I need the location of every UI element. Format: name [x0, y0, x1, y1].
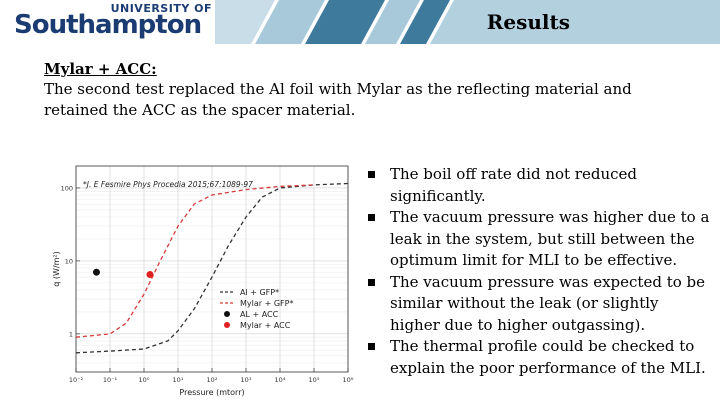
x-tick-label: 10²	[207, 376, 218, 384]
x-axis-label: Pressure (mtorr)	[179, 388, 244, 397]
legend-marker-3	[224, 322, 230, 328]
bullet-item: The vacuum pressure was higher due to a …	[368, 207, 713, 272]
banner-stripe-1	[215, 0, 275, 44]
bullet-square-icon	[368, 343, 375, 350]
header-banner	[215, 0, 720, 44]
legend-label: AL + ACC	[240, 310, 279, 319]
series-line-0	[75, 182, 349, 354]
bullet-text: The vacuum pressure was expected to be s…	[390, 272, 706, 334]
bullet-item: The vacuum pressure was expected to be s…	[368, 272, 713, 337]
bullet-list: The boil off rate did not reduced signif…	[368, 164, 713, 379]
banner-stripe-4	[365, 0, 420, 44]
x-tick-label: 10¹	[173, 376, 184, 384]
x-tick-label: 10⁻¹	[103, 376, 118, 384]
x-tick-label: 10⁰	[139, 376, 150, 384]
bullet-text: The vacuum pressure was higher due to a …	[390, 208, 710, 269]
x-tick-label: 10⁵	[309, 376, 320, 384]
university-logo: UNIVERSITY OF Southampton	[14, 2, 214, 42]
slide-title: Results	[486, 10, 570, 34]
bullet-item: The thermal profile could be checked to …	[368, 336, 713, 379]
legend-label: Al + GFP*	[240, 288, 279, 297]
legend-marker-2	[224, 311, 230, 317]
y-tick-label: 1	[69, 330, 73, 338]
logo-top-text: UNIVERSITY OF	[110, 2, 212, 15]
banner-main	[430, 0, 720, 44]
bullet-text: The boil off rate did not reduced signif…	[390, 165, 637, 205]
x-tick-label: 10³	[241, 376, 252, 384]
x-tick-label: 10⁻²	[69, 376, 84, 384]
bullet-text: The thermal profile could be checked to …	[390, 337, 706, 377]
citation-text: *J. E Fesmire Phys Procedia 2015;67:1089…	[83, 180, 253, 189]
boil-off-chart: 10⁻² 10⁻¹ 10⁰ 10¹ 10² 10³ 10⁴ 10⁵ 10⁶ 100 10 1 Press…	[52, 165, 354, 397]
bullet-square-icon	[368, 278, 375, 286]
bullet-item: The boil off rate did not reduced signif…	[368, 164, 713, 207]
legend-label: Mylar + GFP*	[240, 299, 293, 308]
bullet-square-icon	[368, 171, 375, 178]
banner-stripe-5	[400, 0, 450, 44]
intro-paragraph: The second test replaced the Al foil wit…	[44, 80, 632, 119]
banner-stripe-3	[305, 0, 385, 44]
bullet-square-icon	[368, 214, 375, 221]
section-subtitle: Mylar + ACC:	[44, 60, 157, 78]
x-tick-label: 10⁴	[275, 376, 286, 384]
data-point-2	[92, 268, 100, 276]
series-line-1	[75, 184, 315, 338]
y-tick-label: 10	[65, 257, 73, 265]
x-tick-label: 10⁶	[343, 376, 354, 384]
y-tick-label: 100	[61, 184, 73, 192]
y-axis-label: q (W/m²)	[52, 251, 61, 286]
banner-stripe-2	[255, 0, 325, 44]
header: UNIVERSITY OF Southampton Results	[0, 0, 720, 44]
logo-main-text: Southampton	[14, 10, 202, 40]
legend-label: Mylar + ACC	[240, 321, 291, 330]
data-point-3	[146, 271, 154, 279]
